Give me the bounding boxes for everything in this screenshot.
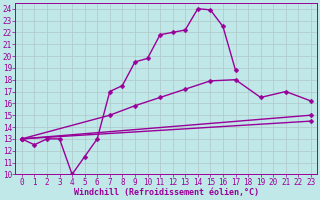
X-axis label: Windchill (Refroidissement éolien,°C): Windchill (Refroidissement éolien,°C)	[74, 188, 259, 197]
